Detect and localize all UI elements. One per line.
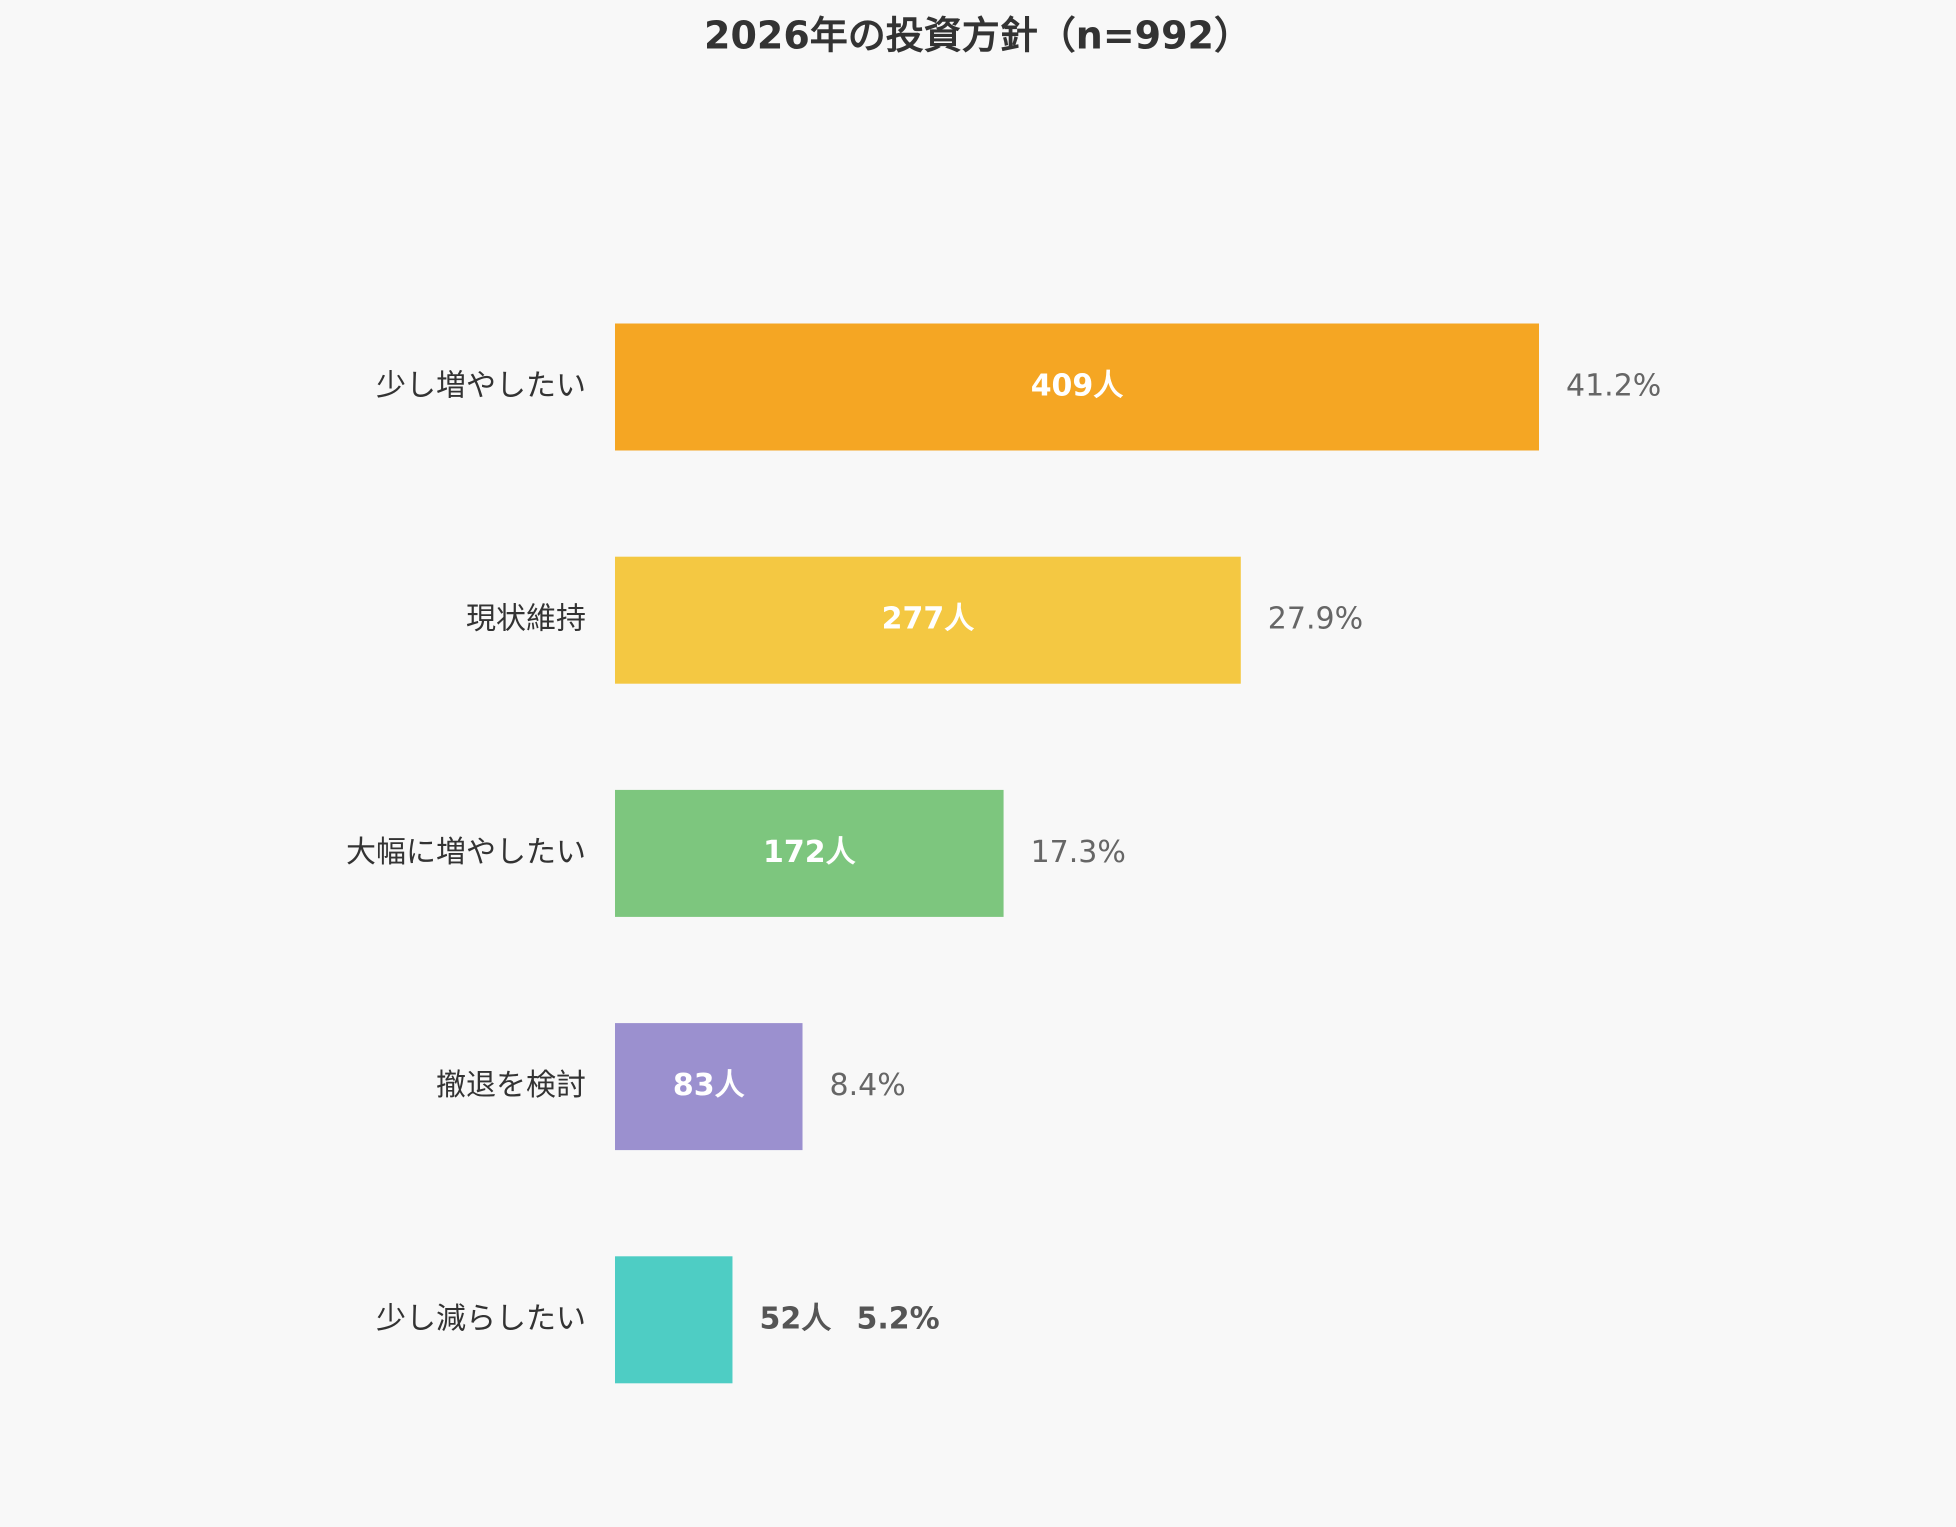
bar	[615, 323, 1539, 451]
category-label: 現状維持	[466, 602, 586, 637]
bar	[615, 556, 1241, 684]
value-label: 409人	[1031, 369, 1124, 404]
value-label: 172人	[763, 835, 856, 870]
percent-label: 5.2%	[856, 1301, 939, 1336]
chart-title: 2026年の投資方針（n=992）	[704, 14, 1252, 58]
value-label: 277人	[882, 602, 975, 637]
bar	[615, 789, 1004, 917]
category-label: 少し減らしたい	[376, 1301, 586, 1336]
bar	[615, 1256, 733, 1384]
value-label: 52人	[759, 1301, 831, 1336]
bar	[615, 1023, 803, 1151]
category-label: 撤退を検討	[436, 1068, 586, 1103]
category-label: 少し増やしたい	[376, 369, 586, 404]
percent-label: 8.4%	[830, 1068, 906, 1103]
percent-label: 27.9%	[1268, 602, 1363, 637]
category-label: 大幅に増やしたい	[346, 835, 586, 870]
value-label: 83人	[673, 1068, 745, 1103]
percent-label: 41.2%	[1566, 369, 1661, 404]
percent-label: 17.3%	[1031, 835, 1126, 870]
